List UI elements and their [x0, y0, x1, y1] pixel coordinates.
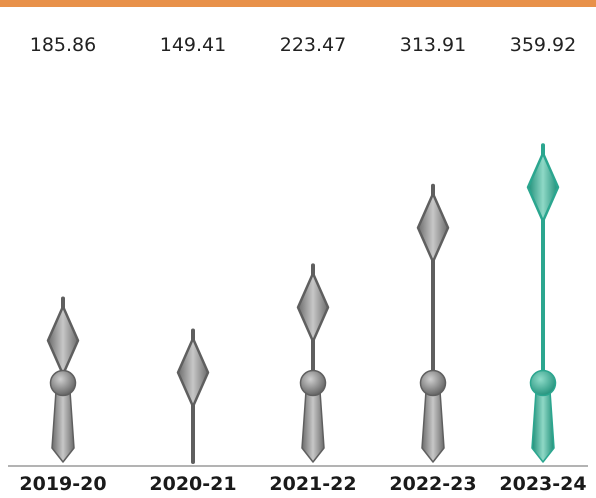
- pointer-marker: [46, 296, 80, 463]
- pointer-tail: [51, 390, 75, 463]
- category-label: 2020-21: [149, 473, 236, 495]
- top-accent-rule: [0, 0, 596, 7]
- value-label: 359.92: [510, 34, 576, 56]
- pointer-marker: [526, 143, 560, 463]
- pointer-tail: [421, 390, 445, 463]
- pointer-markers: [46, 143, 560, 464]
- pointer-diamond: [296, 272, 330, 343]
- pointer-tail: [301, 390, 325, 463]
- pointer-knob: [529, 369, 557, 397]
- pointer-knob: [419, 369, 447, 397]
- category-label: 2022-23: [389, 473, 476, 495]
- pointer-marker: [416, 183, 450, 463]
- value-label: 223.47: [280, 34, 346, 56]
- pointer-marker: [296, 263, 330, 463]
- pointer-diamond: [46, 305, 80, 376]
- pointer-diamond: [526, 152, 560, 223]
- pointer-diamond: [416, 192, 450, 264]
- category-label: 2023-24: [499, 473, 586, 495]
- value-label: 313.91: [400, 34, 466, 56]
- value-label: 149.41: [160, 34, 226, 56]
- pointer-marker: [176, 328, 210, 464]
- pointer-diamond: [176, 337, 210, 408]
- value-label: 185.86: [30, 34, 96, 56]
- category-label: 2019-20: [19, 473, 106, 495]
- category-labels: 2019-20 2020-21 2021-22 2022-23 2023-24: [19, 473, 586, 495]
- pointer-knob: [299, 369, 327, 397]
- pointer-tail: [531, 390, 555, 463]
- value-labels: 185.86 149.41 223.47 313.91 359.92: [30, 34, 576, 56]
- category-label: 2021-22: [269, 473, 356, 495]
- pointer-knob: [49, 369, 77, 397]
